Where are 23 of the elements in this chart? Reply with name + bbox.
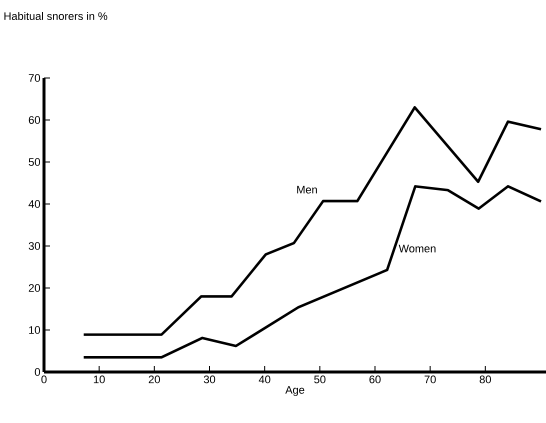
x-axis-title: Age	[285, 386, 304, 396]
y-tick-label: 30	[28, 242, 40, 250]
series-label: Men	[297, 186, 317, 194]
y-tick-label: 50	[28, 158, 40, 166]
line-series	[82, 106, 542, 336]
x-tick-label: 70	[424, 376, 436, 384]
x-tick-label: 80	[480, 376, 491, 384]
y-tick-label: 40	[28, 200, 40, 208]
x-tick-label: 20	[148, 376, 160, 384]
y-tick-label: 0	[34, 368, 40, 376]
x-tick-label: 30	[204, 376, 216, 384]
x-tick-label: 50	[314, 376, 326, 384]
y-tick-label: 60	[28, 116, 40, 124]
x-tick-label: 10	[94, 376, 105, 384]
y-axis-title: Habitual snorers in %	[4, 12, 108, 20]
x-tick-label: 60	[369, 376, 381, 384]
y-tick-label: 70	[28, 74, 40, 82]
y-tick-label: 10	[29, 326, 40, 334]
line-series	[82, 185, 542, 359]
y-tick-label: 20	[28, 284, 40, 292]
series-label: Women	[398, 244, 436, 252]
x-tick-label: 0	[41, 376, 47, 384]
x-tick-label: 40	[258, 376, 270, 384]
